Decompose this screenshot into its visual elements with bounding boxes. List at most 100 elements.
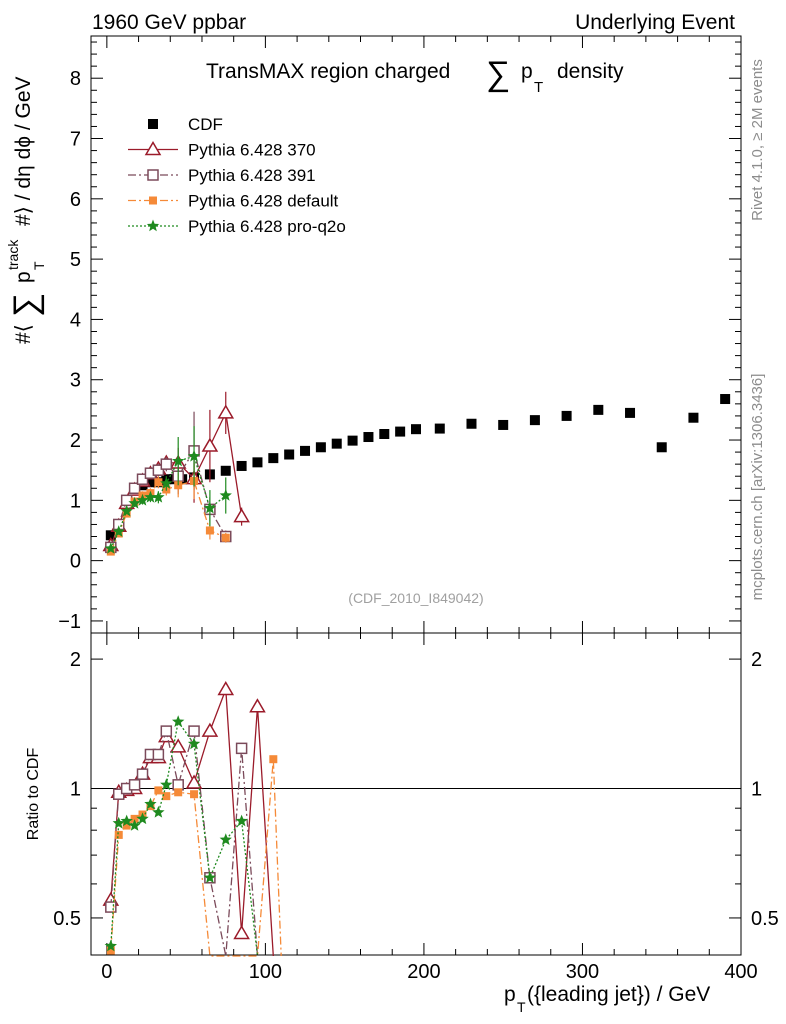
cdf-data-point <box>720 394 731 405</box>
ratio-data-point <box>203 871 217 883</box>
cdf-data-point <box>434 423 445 434</box>
series-pythia-6-428-pro-q2o <box>104 426 232 554</box>
data-point <box>136 493 149 506</box>
chart-title-p: p <box>521 60 533 83</box>
data-point <box>187 449 201 462</box>
ratio-data-point <box>120 814 133 827</box>
ratio-data-point <box>219 833 232 845</box>
ratio-data-point <box>169 738 187 753</box>
cdf-data-point <box>529 415 540 426</box>
data-point <box>120 494 133 507</box>
cdf-data-point <box>347 435 358 446</box>
ratio-plot-frame <box>90 632 742 956</box>
cdf-data-point <box>498 419 509 430</box>
chart-title-prefix: TransMAX region charged <box>206 60 450 83</box>
ratio-data-layer <box>102 680 282 957</box>
cdf-data-point <box>268 453 279 464</box>
data-point <box>128 482 141 495</box>
ratio-data-point <box>269 755 278 764</box>
data-point <box>152 464 165 476</box>
axes-layer: 0 100 200 300 400 −1 0 1 2 3 4 5 6 7 8 0.5 0.5 1 1 2 2 <box>53 36 779 983</box>
cdf-data-point <box>625 407 636 418</box>
ratio-data-point <box>217 680 235 696</box>
cdf-data-point <box>105 530 116 541</box>
data-point <box>144 490 157 503</box>
chart-title: TransMAX region charged ∑ p T density <box>206 55 624 97</box>
legend-label: Pythia 6.428 370 <box>188 141 316 160</box>
cdf-data-point <box>656 442 667 453</box>
data-point <box>152 490 165 503</box>
ratio-data-point <box>105 901 117 913</box>
ratio-data-point <box>114 830 123 839</box>
data-point <box>203 501 217 514</box>
data-point <box>120 504 133 517</box>
y-tick-label: 6 <box>70 189 81 211</box>
cdf-data-point <box>688 412 699 423</box>
ratio-data-point <box>201 722 219 737</box>
ratio-data-point <box>187 737 201 750</box>
data-point <box>201 437 219 452</box>
cdf-data-point <box>561 410 572 421</box>
ratio-y-tick-label: 0.5 <box>751 908 779 930</box>
ratio-data-point <box>128 819 141 831</box>
main-y-axis-label: #⟨ ∑ p T track #⟩ / dη dϕ / GeV <box>0 76 49 344</box>
cdf-data-point <box>379 429 390 439</box>
data-point <box>217 404 235 419</box>
ratio-y-tick-label: 1 <box>751 779 762 801</box>
data-point <box>221 533 230 542</box>
ratio-data-point <box>152 805 165 818</box>
data-point <box>128 496 141 509</box>
ratio-y-tick-label: 1 <box>70 779 81 801</box>
ratio-y-tick-label: 2 <box>751 649 762 671</box>
x-tick-label: 200 <box>407 961 440 983</box>
ylabel-close: #⟩ / dη dϕ / GeV <box>12 76 35 226</box>
ratio-data-point <box>154 786 163 795</box>
ratio-y-axis-label: Ratio to CDF <box>25 748 42 841</box>
ratio-data-point <box>185 774 203 789</box>
ratio-data-point <box>188 725 200 737</box>
ratio-data-point <box>152 748 165 761</box>
legend-label: Pythia 6.428 pro-q2o <box>188 217 346 236</box>
y-tick-label: −1 <box>58 611 81 633</box>
ratio-data-point <box>144 797 157 810</box>
ylabel-p: p <box>12 271 35 283</box>
legend-marker <box>147 169 159 181</box>
cdf-data-point <box>593 404 604 415</box>
cdf-data-point <box>363 432 374 443</box>
data-point <box>205 526 214 535</box>
chart-title-suffix: density <box>557 60 624 83</box>
ylabel-sub: T <box>31 261 47 270</box>
ratio-data-point <box>128 779 141 791</box>
ratio-data-point <box>172 715 185 727</box>
data-point <box>136 473 149 485</box>
cdf-data-point <box>145 477 156 488</box>
ratio-data-point <box>235 814 248 827</box>
cdf-data-point <box>331 438 342 449</box>
legend-label: Pythia 6.428 391 <box>188 166 316 185</box>
legend-marker <box>149 196 157 205</box>
ratio-data-point <box>122 821 131 830</box>
ylabel-sup: track <box>5 239 21 270</box>
ratio-y-tick-label: 0.5 <box>53 908 81 930</box>
y-tick-label: 5 <box>70 249 81 271</box>
y-tick-label: 7 <box>70 129 81 151</box>
side-rivet-text: Rivet 4.1.0, ≥ 2M events <box>749 59 766 221</box>
cdf-data-point <box>220 465 231 476</box>
legend-marker <box>148 119 158 129</box>
ratio-data-point <box>235 742 248 755</box>
x-tick-label: 300 <box>566 961 599 983</box>
data-point <box>154 478 163 487</box>
xlabel-p: p <box>504 983 516 1006</box>
chart-title-sub: T <box>534 79 543 96</box>
ratio-series-pythia-6-428-pro-q2o <box>104 715 259 957</box>
data-point <box>219 489 232 501</box>
legend-entry: Pythia 6.428 default <box>128 192 339 211</box>
analysis-watermark: (CDF_2010_I849042) <box>348 590 483 606</box>
chart-title-sum: ∑ <box>486 55 510 93</box>
ylabel-open: #⟨ <box>12 324 35 344</box>
cdf-data-point <box>284 449 295 460</box>
legend-label: CDF <box>188 115 223 134</box>
ratio-data-point <box>130 814 139 823</box>
legend: CDF Pythia 6.428 370 Pythia 6.428 391 Pythi… <box>128 115 346 236</box>
